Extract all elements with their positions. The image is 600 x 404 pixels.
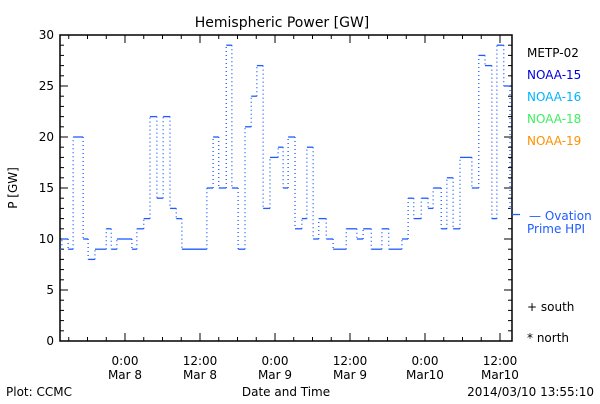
y-tick-label: 20 — [39, 130, 54, 144]
legend-item-noaa-19: NOAA-19 — [527, 134, 581, 148]
x-tick-label-time: 0:00 — [412, 354, 439, 368]
ovation-legend-line2: Prime HPI — [527, 222, 585, 236]
chart-title: Hemispheric Power [GW] — [195, 15, 370, 31]
y-axis-label: P [GW] — [6, 167, 20, 209]
x-tick-label-time: 0:00 — [112, 354, 139, 368]
x-tick-label-date: Mar 9 — [258, 368, 292, 382]
x-tick-label-date: Mar 9 — [333, 368, 367, 382]
x-tick-label-date: Mar 8 — [183, 368, 217, 382]
footer-left: Plot: CCMC — [6, 385, 72, 399]
y-tick-label: 25 — [39, 79, 54, 93]
y-tick-label: 30 — [39, 28, 54, 42]
y-tick-label: 15 — [39, 181, 54, 195]
x-axis-label: Date and Time — [242, 385, 330, 399]
y-tick-label: 0 — [46, 334, 54, 348]
x-tick-label-date: Mar 8 — [108, 368, 142, 382]
y-tick-label: 10 — [39, 232, 54, 246]
symbol-north: * north — [527, 331, 569, 345]
legend-item-noaa-15: NOAA-15 — [527, 68, 581, 82]
y-tick-label: 5 — [46, 283, 54, 297]
legend-item-metp-02: METP-02 — [527, 46, 579, 60]
x-tick-label-date: Mar10 — [481, 368, 519, 382]
x-tick-label-time: 12:00 — [333, 354, 368, 368]
x-tick-label-time: 0:00 — [262, 354, 289, 368]
ovation-legend-line1: — Ovation — [529, 209, 592, 223]
symbol-south: + south — [527, 300, 574, 314]
legend-item-noaa-16: NOAA-16 — [527, 90, 581, 104]
footer-timestamp: 2014/03/10 13:55:10 — [467, 385, 594, 399]
x-tick-label-time: 12:00 — [183, 354, 218, 368]
x-tick-label-time: 12:00 — [483, 354, 518, 368]
x-tick-label-date: Mar10 — [406, 368, 444, 382]
legend-item-noaa-18: NOAA-18 — [527, 112, 581, 126]
